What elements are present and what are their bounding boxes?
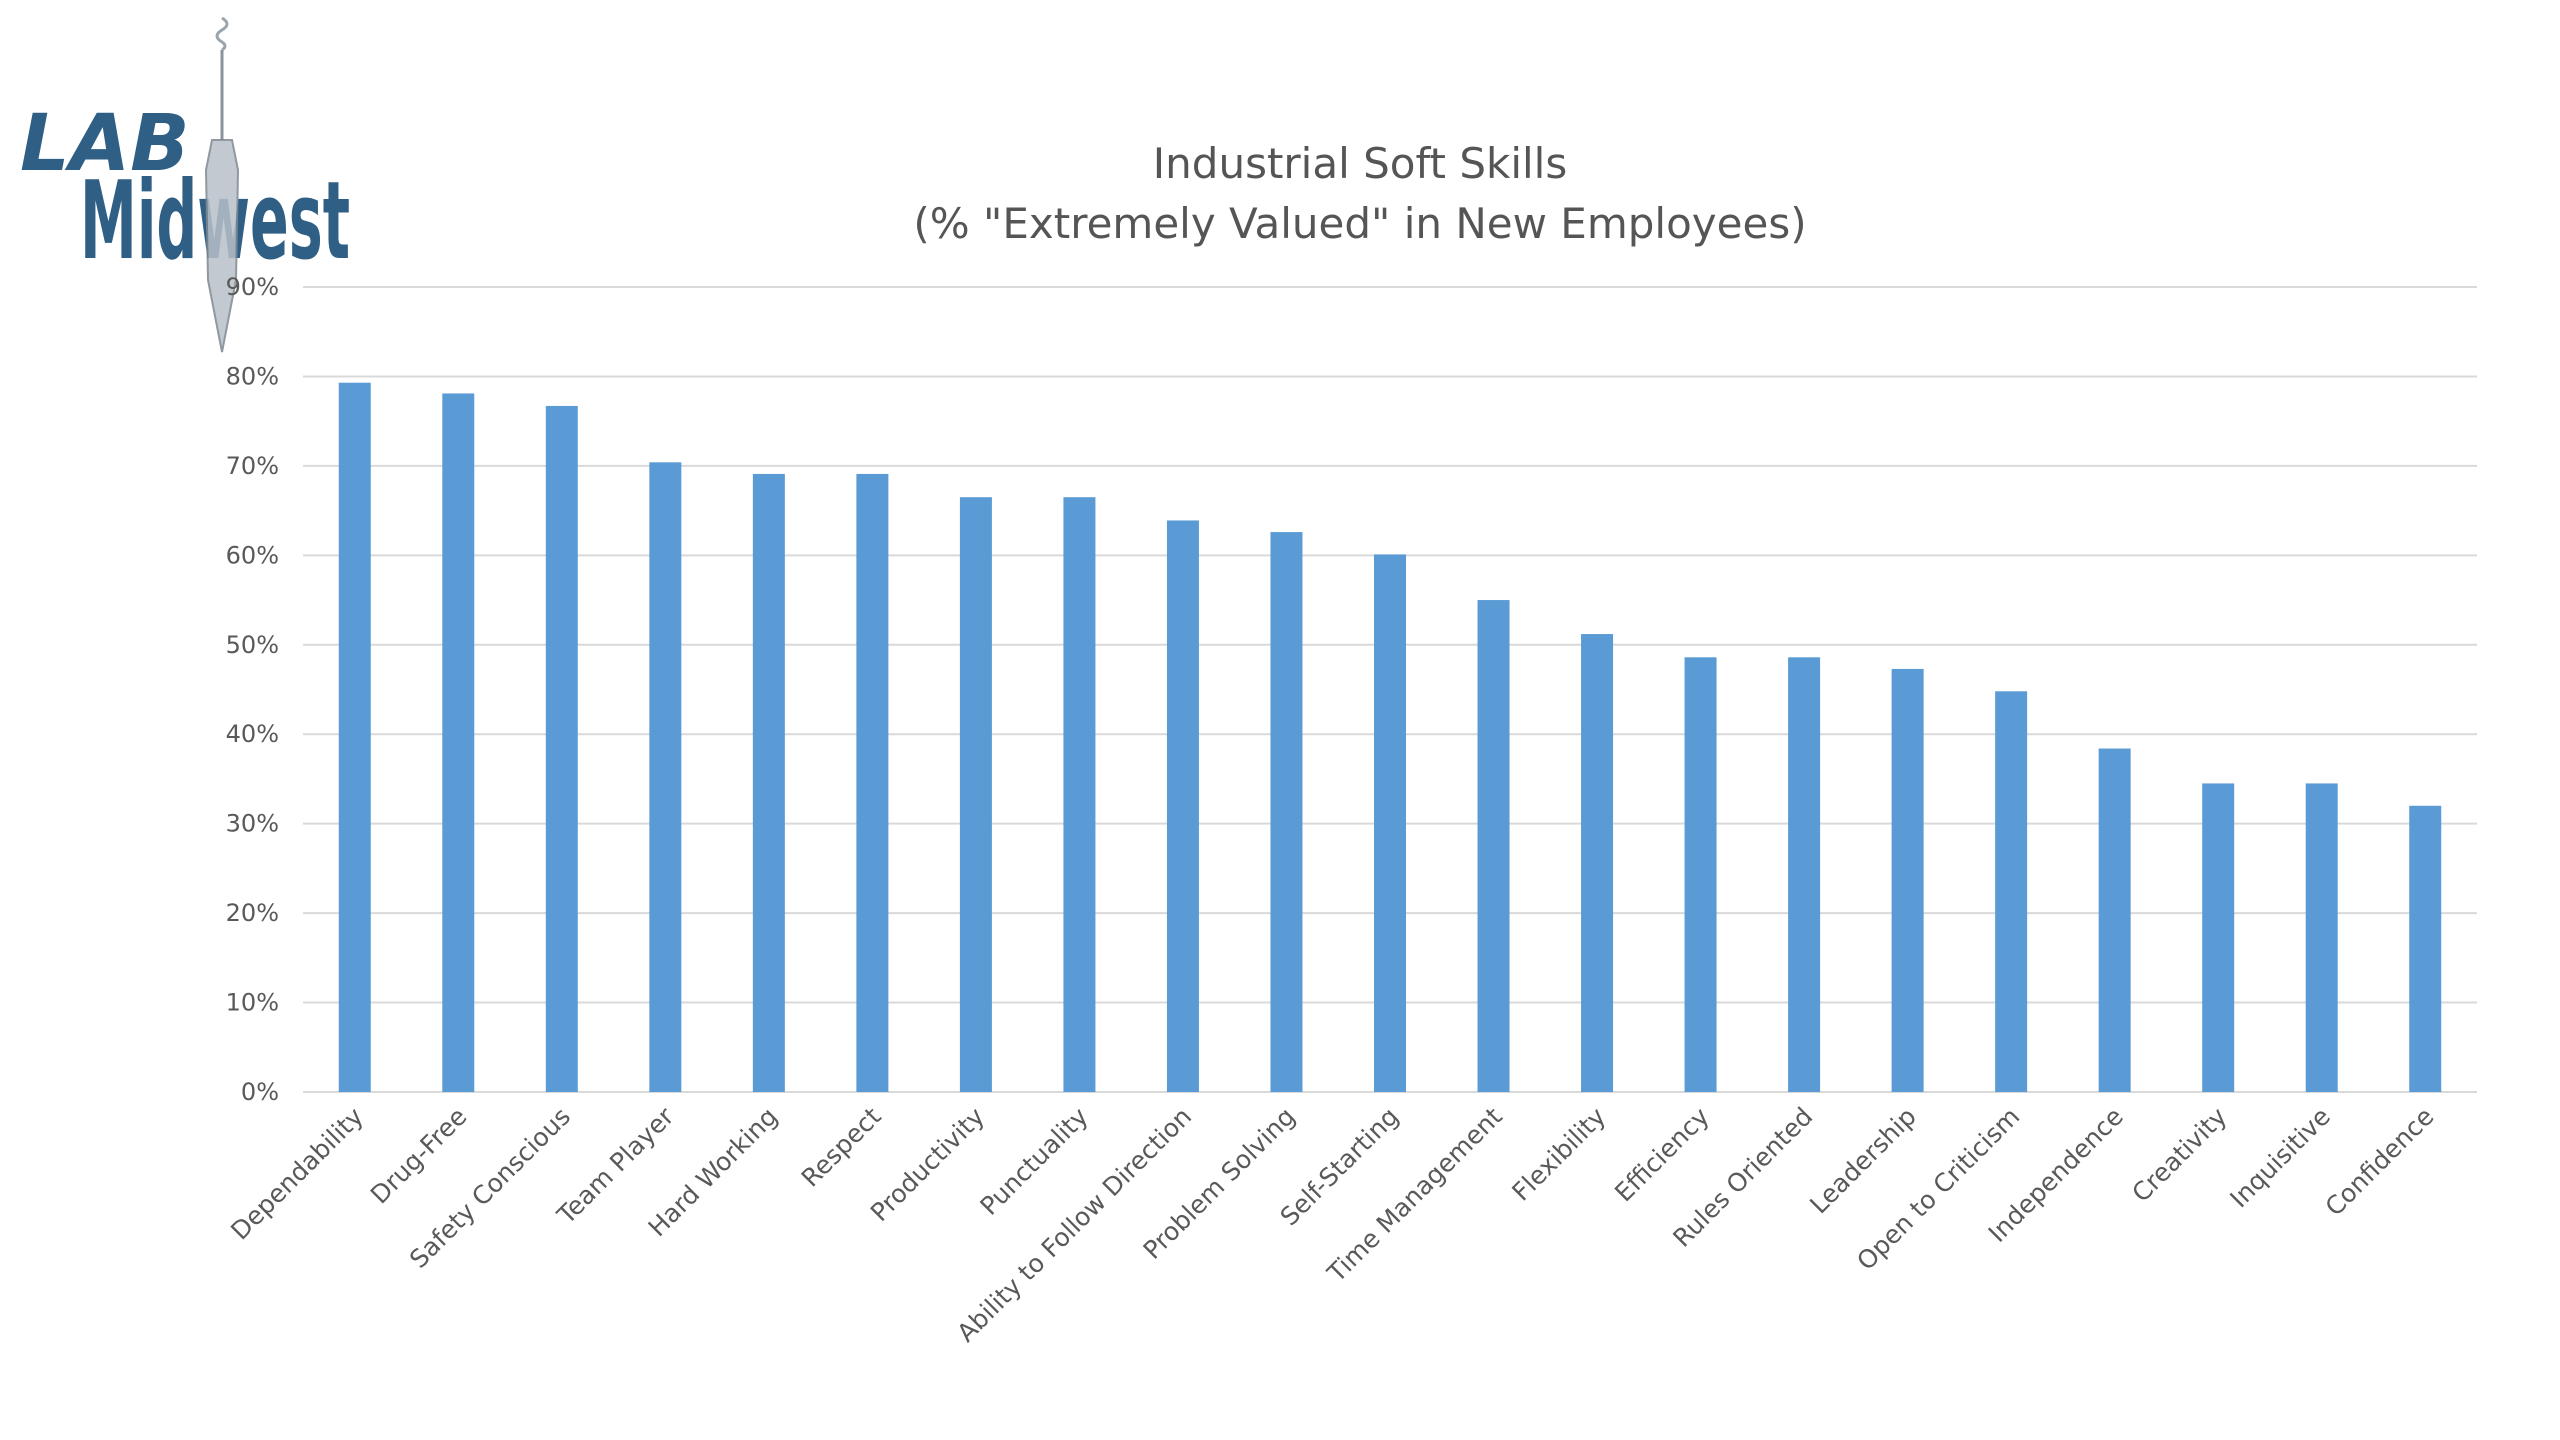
bar bbox=[1477, 600, 1510, 1092]
bar bbox=[1684, 657, 1717, 1092]
bar bbox=[1788, 657, 1821, 1092]
x-category-label: Flexibility bbox=[1506, 1102, 1611, 1207]
y-tick-label: 70% bbox=[226, 452, 279, 480]
plumb-bob-icon bbox=[204, 139, 240, 353]
bar bbox=[649, 462, 682, 1092]
x-category-label: Time Management bbox=[1321, 1102, 1508, 1289]
x-category-label: Inquisitive bbox=[2224, 1102, 2336, 1214]
y-tick-label: 20% bbox=[226, 899, 279, 927]
bar bbox=[856, 473, 889, 1092]
bar bbox=[2305, 783, 2338, 1092]
y-axis-ticks: 0% 10% 20% 30% 40% 50% 60% 70% 80% 90% bbox=[226, 273, 279, 1106]
y-tick-label: 60% bbox=[226, 541, 279, 569]
y-tick-label: 50% bbox=[226, 631, 279, 659]
bar bbox=[1581, 634, 1614, 1092]
bar bbox=[545, 405, 578, 1092]
x-category-label: Drug-Free bbox=[365, 1102, 473, 1210]
chart-title: Industrial Soft Skills bbox=[1153, 139, 1567, 188]
y-tick-label: 10% bbox=[226, 989, 279, 1017]
logo-text-lab: LAB bbox=[20, 99, 190, 189]
y-tick-label: 80% bbox=[226, 362, 279, 390]
x-category-label: Confidence bbox=[2320, 1102, 2440, 1222]
bar bbox=[959, 497, 992, 1092]
x-category-label: Dependability bbox=[225, 1102, 369, 1246]
bar bbox=[752, 473, 785, 1092]
bar bbox=[1063, 497, 1096, 1092]
chart-subtitle: (% "Extremely Valued" in New Employees) bbox=[913, 199, 1806, 248]
bar bbox=[2202, 783, 2235, 1092]
bar bbox=[1995, 691, 2028, 1092]
bar bbox=[1166, 520, 1199, 1092]
bar bbox=[1374, 554, 1406, 1092]
x-category-label: Respect bbox=[796, 1102, 887, 1193]
bar bbox=[442, 393, 475, 1092]
y-tick-label: 90% bbox=[226, 273, 279, 301]
y-tick-label: 30% bbox=[226, 810, 279, 838]
y-tick-label: 40% bbox=[226, 720, 279, 748]
y-tick-label: 0% bbox=[241, 1078, 279, 1106]
x-category-label: Efficiency bbox=[1609, 1102, 1715, 1208]
bar bbox=[338, 382, 371, 1092]
bar bbox=[1270, 532, 1303, 1092]
bar bbox=[2098, 748, 2131, 1092]
bar bbox=[1891, 668, 1924, 1092]
bars bbox=[338, 382, 2442, 1092]
x-category-label: Creativity bbox=[2126, 1102, 2232, 1208]
logo-string-graphic bbox=[215, 16, 229, 52]
bar bbox=[2409, 805, 2442, 1092]
lab-midwest-logo: LAB Midwest bbox=[20, 16, 350, 353]
